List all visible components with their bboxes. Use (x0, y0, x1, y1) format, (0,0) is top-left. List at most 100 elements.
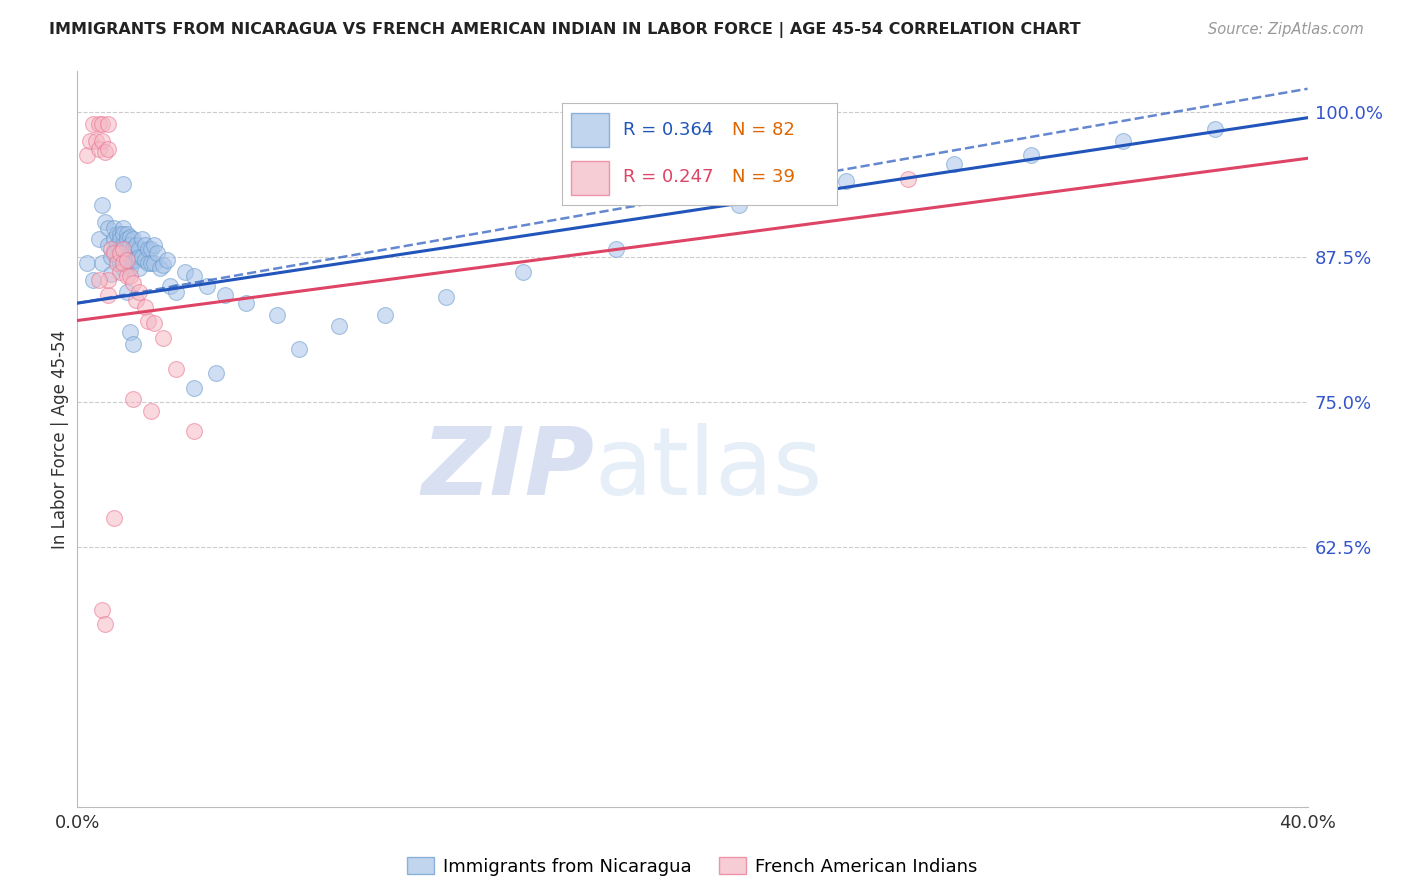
Point (141, 242, 163, 256)
Text: IMMIGRANTS FROM NICARAGUA VS FRENCH AMERICAN INDIAN IN LABOR FORCE | AGE 45-54 C: IMMIGRANTS FROM NICARAGUA VS FRENCH AMER… (49, 22, 1081, 38)
Point (76, 255, 98, 269)
Point (103, 244, 125, 258)
Point (134, 300, 156, 314)
Point (112, 255, 135, 269)
Point (105, 255, 128, 269)
Point (97, 288, 120, 302)
Text: N = 39: N = 39 (733, 169, 796, 186)
FancyBboxPatch shape (571, 113, 609, 146)
Point (94, 145, 117, 160)
Text: R = 0.364: R = 0.364 (623, 121, 713, 139)
Point (121, 253, 143, 268)
Text: atlas: atlas (595, 423, 823, 515)
Point (87, 116, 110, 130)
Point (115, 258, 138, 272)
Point (112, 261, 135, 276)
Point (118, 261, 141, 276)
Point (97, 142, 120, 156)
Point (134, 238, 156, 252)
Point (328, 319, 350, 334)
Point (87, 273, 110, 287)
Point (942, 157, 965, 171)
Point (90, 603, 114, 617)
Text: ZIP: ZIP (422, 423, 595, 515)
Point (1204, 122, 1226, 136)
Point (103, 220, 125, 235)
Point (79, 134, 101, 148)
Point (512, 265, 534, 279)
Point (125, 293, 148, 307)
Point (1019, 148, 1042, 162)
Point (97, 273, 120, 287)
Point (266, 308, 288, 322)
Point (90, 197, 114, 211)
Point (103, 510, 125, 524)
Point (897, 172, 920, 186)
Point (131, 250, 153, 264)
Point (204, 366, 226, 380)
Point (112, 177, 135, 191)
Point (136, 313, 159, 327)
Point (131, 232, 153, 246)
Point (115, 285, 138, 299)
Text: R = 0.247: R = 0.247 (623, 169, 713, 186)
Point (118, 250, 141, 264)
Point (84, 134, 107, 148)
Point (105, 238, 128, 252)
Point (121, 336, 143, 351)
Legend: Immigrants from Nicaragua, French American Indians: Immigrants from Nicaragua, French Americ… (401, 850, 984, 883)
Point (143, 255, 166, 269)
Point (183, 381, 205, 395)
Point (727, 197, 749, 211)
Point (374, 308, 396, 322)
Point (118, 325, 141, 339)
Point (100, 242, 122, 256)
Point (112, 220, 135, 235)
Point (97, 220, 120, 235)
Point (141, 255, 163, 269)
Point (128, 250, 150, 264)
Point (1112, 134, 1135, 148)
Point (100, 267, 122, 281)
Point (152, 258, 174, 272)
Point (165, 362, 187, 376)
Point (134, 253, 156, 268)
Point (103, 246, 125, 260)
Point (136, 255, 159, 269)
Point (143, 238, 166, 252)
Point (195, 278, 218, 293)
Point (183, 424, 205, 438)
Point (115, 227, 138, 241)
Point (155, 253, 177, 268)
Point (110, 244, 132, 258)
Point (121, 277, 143, 291)
Point (128, 261, 150, 276)
Point (121, 232, 143, 246)
Text: Source: ZipAtlas.com: Source: ZipAtlas.com (1208, 22, 1364, 37)
Point (174, 265, 197, 279)
Point (87, 232, 110, 246)
Point (82, 116, 104, 130)
Point (103, 232, 125, 246)
Point (105, 227, 128, 241)
FancyBboxPatch shape (571, 161, 609, 194)
Point (149, 261, 172, 276)
Point (141, 404, 163, 418)
Point (115, 232, 138, 246)
Point (110, 246, 132, 260)
Point (100, 250, 122, 264)
Point (118, 238, 141, 252)
Point (152, 331, 174, 345)
Point (112, 246, 135, 260)
Point (87, 142, 110, 156)
Point (110, 232, 132, 246)
Point (90, 255, 114, 269)
Point (90, 134, 114, 148)
Point (136, 242, 159, 256)
Point (165, 285, 187, 299)
Point (128, 242, 150, 256)
Point (288, 343, 311, 357)
Point (214, 288, 236, 302)
Point (235, 296, 257, 310)
Point (115, 269, 138, 284)
